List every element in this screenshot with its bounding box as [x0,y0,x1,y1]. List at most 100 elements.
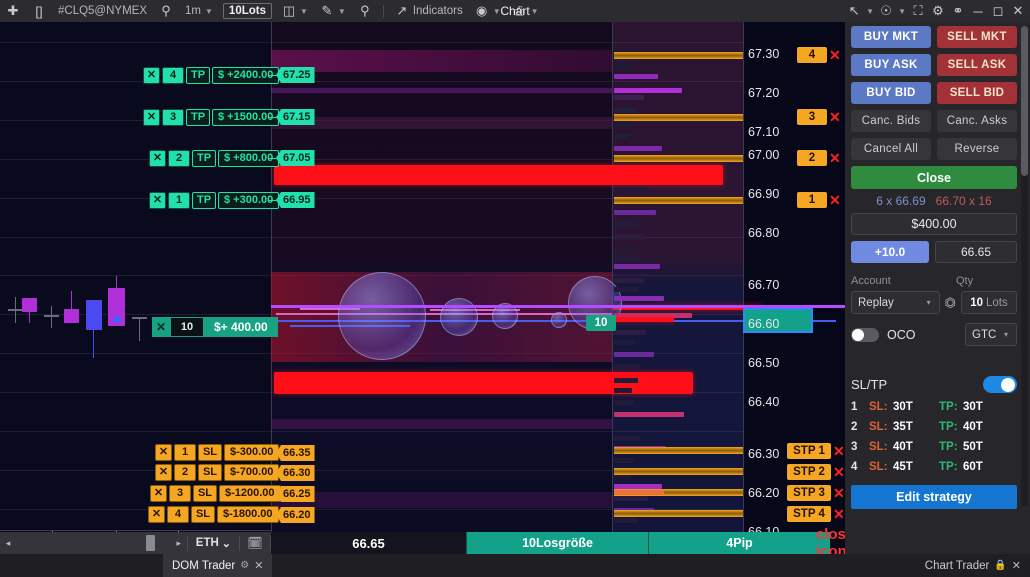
sltp-row[interactable]: 4 SL: 45T TP: 60T [851,461,1017,473]
scroll-right-arrow[interactable]: ▸ [176,537,182,548]
sl-order-row[interactable]: ✕ 3 SL $-1200.00 [150,485,283,502]
cancel-order-icon[interactable]: ✕ [155,444,172,461]
tp-order-row[interactable]: ✕ 1 TP $ +300.00 [149,192,281,209]
sl-order-row[interactable]: ✕ 1 SL $-300.00 [155,444,281,461]
reverse-button[interactable]: Reverse [937,138,1017,160]
target-selector[interactable]: ◉ ▼ [469,0,507,22]
tp-order-row[interactable]: ✕ 4 TP $ +2400.00 [143,67,281,84]
strip-price[interactable]: 66.65 [271,532,466,554]
dom-stop-tag[interactable]: STP 2 [787,464,831,480]
symbol-selector[interactable]: #CLQ5@NYMEX [52,0,153,22]
sell-bid-button[interactable]: SELL BID [937,82,1017,104]
strip-close-icon[interactable]: close-icon [815,526,860,560]
oco-toggle[interactable] [851,327,879,342]
draw-tool[interactable]: ✎ ▼ [314,0,352,22]
dom-panel-scrollbar[interactable] [1021,26,1028,506]
qty-input[interactable]: 10 Lots [961,291,1017,314]
minimize-icon[interactable]: ─ [973,3,983,19]
collapse-arrows-icon[interactable]: ↖ [848,3,860,18]
dom-order-tag[interactable]: 3 [797,109,827,125]
buy-bid-button[interactable]: BUY BID [851,82,931,104]
cancel-order-icon[interactable]: ✕ [149,150,166,167]
bracket-button[interactable]: [] [26,0,52,22]
dom-order-tag[interactable]: 2 [797,150,827,166]
sltp-toggle[interactable] [983,376,1017,393]
dom-order-tag[interactable]: 4 [797,47,827,63]
maximize-icon[interactable]: ◻ [992,3,1004,18]
cancel-order-icon[interactable]: ✕ [143,67,160,84]
gear-icon[interactable]: ⚙ [932,3,944,18]
account-select[interactable]: Replay ▾ [851,291,940,314]
dom-stop-tag[interactable]: STP 1 [787,443,831,459]
dom-order-tag[interactable]: 1 [797,192,827,208]
cancel-all-button[interactable]: Cancel All [851,138,931,160]
sl-order-row[interactable]: ✕ 2 SL $-700.00 [155,464,281,481]
close-icon[interactable]: ✕ [1011,560,1021,572]
close-position-icon[interactable]: ✕ [152,317,170,337]
chevron-down-icon[interactable]: ▼ [866,6,875,16]
position-label[interactable]: ✕ 10 $+ 400.00 [152,317,278,337]
sltp-row[interactable]: 3 SL: 40T TP: 50T [851,441,1017,453]
sl-value: 40T [893,441,913,453]
sl-order-row[interactable]: ✕ 4 SL $-1800.00 [148,506,281,523]
chart-scroll-track[interactable] [16,532,171,554]
session-selector[interactable]: ETH ⌄ [188,537,239,550]
timeframe-selector[interactable]: 1m ▼ [179,0,219,22]
sltp-row[interactable]: 1 SL: 30T TP: 30T [851,401,1017,413]
close-position-button[interactable]: Close [851,166,1017,189]
cancel-order-icon[interactable]: ✕ [833,464,845,480]
dom-stop-tag[interactable]: STP 3 [787,485,831,501]
sell-mkt-button[interactable]: SELL MKT [937,26,1017,48]
strip-lot-size[interactable]: 10Losgröße [466,532,648,554]
chart-canvas[interactable]: 67.30 67.20 67.10 67.00 66.90 66.80 66.7… [0,22,845,532]
layout-selector[interactable]: ◫ ▼ [276,0,314,22]
zoom-tool[interactable]: ⚲ [352,0,378,22]
lots-selector[interactable]: 10Lots [219,0,276,22]
tab-dom-trader[interactable]: DOM Trader ⚙ ✕ [163,554,273,577]
app-logo[interactable]: ✚ [0,0,26,22]
camera-dropdown-icon[interactable]: ▼ [898,6,906,16]
search-button[interactable]: ⚲ [153,0,179,22]
sltp-row[interactable]: 2 SL: 35T TP: 40T [851,421,1017,433]
strip-pip[interactable]: 4Pip [648,532,830,554]
camera-icon[interactable]: ☉ [880,3,892,18]
cancel-order-icon[interactable]: ✕ [143,109,160,126]
cancel-order-icon[interactable]: ✕ [829,47,841,63]
close-icon[interactable]: ✕ [1012,3,1024,18]
lock-icon[interactable]: 🔒 [994,560,1007,571]
eye-off-icon[interactable]: ⏣ [944,294,956,310]
time-in-force-select[interactable]: GTC ▾ [965,323,1017,346]
edit-strategy-button[interactable]: Edit strategy [851,485,1017,509]
cancel-order-icon[interactable]: ✕ [833,443,845,459]
cancel-order-icon[interactable]: ✕ [833,506,845,522]
cancel-order-icon[interactable]: ✕ [833,485,845,501]
cancel-order-icon[interactable]: ✕ [829,192,841,208]
cancel-order-icon[interactable]: ✕ [829,109,841,125]
close-icon[interactable]: ✕ [254,560,264,572]
step-increment-button[interactable]: +10.0 [851,241,929,263]
symbol-label: #CLQ5@NYMEX [58,5,148,17]
cancel-order-icon[interactable]: ✕ [155,464,172,481]
cancel-order-icon[interactable]: ✕ [148,506,165,523]
cancel-order-icon[interactable]: ✕ [149,192,166,209]
calendar-button[interactable]: 🗓 [240,536,270,550]
scroll-left-arrow[interactable]: ◂ [5,537,11,548]
tp-order-row[interactable]: ✕ 3 TP $ +1500.00 [143,109,281,126]
cancel-order-icon[interactable]: ✕ [150,485,167,502]
pin-icon[interactable]: ⚭ [952,3,964,18]
print-selector[interactable]: ⎙ ▼ [507,0,545,22]
chart-scroll-thumb[interactable] [145,535,155,551]
sell-ask-button[interactable]: SELL ASK [937,54,1017,76]
fullscreen-icon[interactable]: ⛶ [913,3,923,18]
buy-mkt-button[interactable]: BUY MKT [851,26,931,48]
cancel-order-icon[interactable]: ✕ [829,150,841,166]
step-price-value[interactable]: 66.65 [935,241,1017,263]
cancel-asks-button[interactable]: Canc. Asks [937,110,1017,132]
dom-stop-tag[interactable]: STP 4 [787,506,831,522]
buy-ask-button[interactable]: BUY ASK [851,54,931,76]
indicators-button[interactable]: ↗ Indicators [389,0,469,22]
gear-icon[interactable]: ⚙ [240,560,250,571]
cancel-bids-button[interactable]: Canc. Bids [851,110,931,132]
tab-chart-trader[interactable]: Chart Trader 🔒 ✕ [916,554,1030,577]
tp-order-row[interactable]: ✕ 2 TP $ +800.00 [149,150,281,167]
